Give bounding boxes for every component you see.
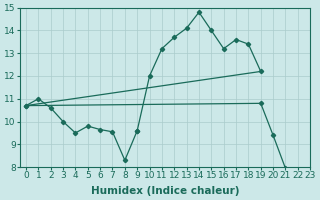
X-axis label: Humidex (Indice chaleur): Humidex (Indice chaleur) <box>91 186 239 196</box>
